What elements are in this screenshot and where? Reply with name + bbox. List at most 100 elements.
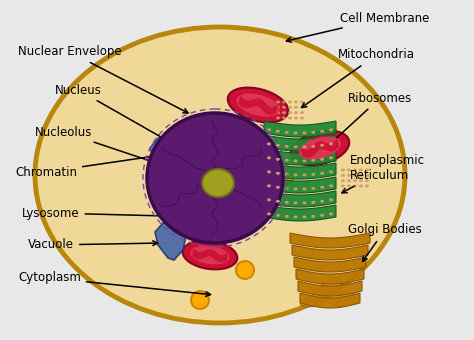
Ellipse shape xyxy=(299,136,341,159)
Ellipse shape xyxy=(282,101,286,103)
Polygon shape xyxy=(300,293,360,308)
Ellipse shape xyxy=(276,117,280,119)
Ellipse shape xyxy=(236,261,254,279)
Ellipse shape xyxy=(267,212,271,215)
Ellipse shape xyxy=(288,101,292,103)
Text: Nuclear Envelope: Nuclear Envelope xyxy=(18,46,188,113)
Ellipse shape xyxy=(186,131,204,149)
Polygon shape xyxy=(264,149,336,165)
Ellipse shape xyxy=(347,169,351,171)
Ellipse shape xyxy=(288,117,292,119)
Ellipse shape xyxy=(147,113,283,243)
Ellipse shape xyxy=(293,146,298,149)
Ellipse shape xyxy=(276,158,280,161)
Ellipse shape xyxy=(311,201,315,204)
Ellipse shape xyxy=(302,146,306,149)
Ellipse shape xyxy=(341,185,345,187)
Text: Lysosome: Lysosome xyxy=(22,206,238,220)
Ellipse shape xyxy=(276,111,280,114)
Ellipse shape xyxy=(282,111,286,114)
Text: Cell Membrane: Cell Membrane xyxy=(286,12,429,42)
Ellipse shape xyxy=(365,174,369,177)
Ellipse shape xyxy=(288,106,292,109)
Ellipse shape xyxy=(341,169,345,171)
Ellipse shape xyxy=(267,129,271,131)
Ellipse shape xyxy=(302,187,306,190)
Ellipse shape xyxy=(285,159,289,162)
Ellipse shape xyxy=(276,144,280,147)
Ellipse shape xyxy=(267,156,271,159)
Ellipse shape xyxy=(291,131,349,165)
Text: Chromatin: Chromatin xyxy=(15,154,157,178)
Ellipse shape xyxy=(311,173,315,176)
Ellipse shape xyxy=(347,174,351,177)
Ellipse shape xyxy=(35,27,405,323)
Ellipse shape xyxy=(182,241,237,269)
Ellipse shape xyxy=(300,106,304,109)
Ellipse shape xyxy=(353,169,357,171)
Ellipse shape xyxy=(267,198,271,201)
Ellipse shape xyxy=(276,214,280,217)
Ellipse shape xyxy=(293,187,298,190)
Ellipse shape xyxy=(320,144,324,147)
Ellipse shape xyxy=(276,200,280,203)
Ellipse shape xyxy=(267,142,271,146)
Ellipse shape xyxy=(311,215,315,218)
Ellipse shape xyxy=(276,172,280,175)
Ellipse shape xyxy=(293,173,298,176)
Text: Endoplasmic
Reticulum: Endoplasmic Reticulum xyxy=(342,154,425,193)
Ellipse shape xyxy=(329,156,333,159)
Ellipse shape xyxy=(347,179,351,182)
Ellipse shape xyxy=(285,173,289,176)
Ellipse shape xyxy=(353,174,357,177)
Ellipse shape xyxy=(294,111,298,114)
Text: Nucleus: Nucleus xyxy=(55,84,171,143)
Polygon shape xyxy=(264,191,336,207)
Ellipse shape xyxy=(276,106,280,109)
Ellipse shape xyxy=(294,106,298,109)
Ellipse shape xyxy=(300,101,304,103)
Text: Mitochondria: Mitochondria xyxy=(301,49,415,107)
Ellipse shape xyxy=(267,170,271,173)
Ellipse shape xyxy=(311,187,315,190)
Polygon shape xyxy=(150,136,182,175)
Ellipse shape xyxy=(293,132,298,134)
Ellipse shape xyxy=(282,117,286,119)
Polygon shape xyxy=(264,135,336,151)
Ellipse shape xyxy=(329,129,333,131)
Ellipse shape xyxy=(302,216,306,218)
Polygon shape xyxy=(298,281,362,296)
Ellipse shape xyxy=(236,94,280,117)
Ellipse shape xyxy=(359,185,363,187)
Ellipse shape xyxy=(285,201,289,204)
Ellipse shape xyxy=(276,186,280,189)
Polygon shape xyxy=(155,223,186,260)
Polygon shape xyxy=(294,257,366,272)
Ellipse shape xyxy=(285,187,289,190)
Ellipse shape xyxy=(202,169,234,197)
Ellipse shape xyxy=(302,159,306,163)
Ellipse shape xyxy=(236,136,254,154)
Ellipse shape xyxy=(293,159,298,163)
Ellipse shape xyxy=(267,184,271,187)
Text: Cytoplasm: Cytoplasm xyxy=(18,272,210,296)
Polygon shape xyxy=(264,205,336,221)
Ellipse shape xyxy=(329,198,333,201)
Polygon shape xyxy=(290,233,370,248)
Polygon shape xyxy=(301,277,359,307)
Ellipse shape xyxy=(300,111,304,114)
Ellipse shape xyxy=(365,169,369,171)
Text: Golgi Bodies: Golgi Bodies xyxy=(348,223,422,261)
Ellipse shape xyxy=(365,179,369,182)
Ellipse shape xyxy=(347,185,351,187)
Ellipse shape xyxy=(320,214,324,217)
Ellipse shape xyxy=(311,131,315,134)
Ellipse shape xyxy=(293,201,298,204)
Ellipse shape xyxy=(359,169,363,171)
Ellipse shape xyxy=(353,179,357,182)
Polygon shape xyxy=(264,121,336,137)
Ellipse shape xyxy=(228,88,288,122)
Ellipse shape xyxy=(302,132,306,134)
Ellipse shape xyxy=(285,215,289,218)
Ellipse shape xyxy=(320,186,324,189)
